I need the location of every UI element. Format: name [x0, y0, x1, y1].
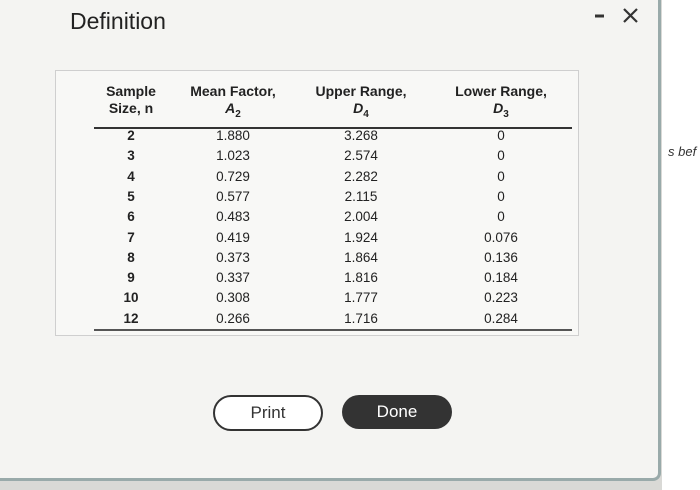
table-cell: 0: [497, 188, 505, 204]
sample-size: 4: [127, 168, 135, 184]
subscript: 4: [363, 108, 369, 120]
table-cell: 1.816: [344, 270, 378, 286]
close[interactable]: [623, 8, 638, 23]
table-cell: 0.266: [216, 310, 250, 326]
table-cell: 0: [497, 128, 505, 143]
table-cell: 0: [497, 168, 505, 184]
table-cell: 2.574: [344, 148, 378, 164]
table-cell: 1.864: [344, 249, 378, 265]
print-button[interactable]: Print: [213, 395, 323, 431]
column-header: Sample Size, n: [86, 83, 176, 117]
table-cell: 0.284: [484, 310, 518, 326]
symbol: D: [353, 100, 364, 116]
sample-size: 12: [123, 310, 139, 326]
table-cell: 1.777: [344, 290, 378, 306]
header-symbol: A2: [173, 100, 293, 123]
window-controls: [595, 8, 638, 23]
table: Sample Size, n Mean Factor, A2 Upper Range…: [55, 70, 579, 336]
title: Definition: [70, 8, 166, 34]
header-line: Sample: [106, 83, 156, 99]
table-cell: 0.577: [216, 188, 250, 204]
table-cell: 0.136: [484, 249, 518, 265]
header-line: Size, n: [108, 100, 154, 116]
table-cell: 0.337: [216, 270, 250, 286]
header-symbol: D4: [301, 100, 421, 123]
sample-size: 9: [127, 270, 135, 286]
sample-size: 5: [127, 188, 135, 204]
sample-size: 2: [127, 128, 135, 143]
column-header: Lower Range, D3: [441, 83, 561, 123]
header-rule: [94, 127, 572, 129]
sample-size: 6: [127, 209, 135, 225]
table-cell: 0.184: [484, 270, 518, 286]
sample-size: 8: [127, 249, 135, 265]
dialog: Definition Sample Size, n Mean Factor, A2…: [0, 0, 661, 481]
sample-size: 3: [127, 148, 135, 164]
symbol: D: [493, 100, 504, 116]
table-cell: 1.023: [216, 148, 250, 164]
table-cell: 1.880: [216, 128, 250, 143]
table-cell: 0.308: [216, 290, 250, 306]
background-text: s bef: [668, 144, 697, 159]
subscript: 2: [235, 108, 241, 120]
sample-size: 10: [123, 290, 139, 306]
sample-size: 7: [127, 229, 135, 245]
table-cell: 0: [497, 148, 505, 164]
table-cell: 2.004: [344, 209, 378, 225]
header-line: Mean Factor,: [190, 83, 276, 99]
header-symbol: D3: [441, 100, 561, 123]
column-header: Mean Factor, A2: [173, 83, 293, 123]
bottom-rule: [94, 329, 572, 331]
table-cell: 0.373: [216, 249, 250, 265]
table-cell: 0.483: [216, 209, 250, 225]
header-line: Lower Range,: [455, 83, 547, 99]
table-cell: 0.419: [216, 229, 250, 245]
table-cell: 2.282: [344, 168, 378, 184]
subscript: 3: [503, 108, 509, 120]
table-cell: 0.076: [484, 229, 518, 245]
table-cell: 1.924: [344, 229, 378, 245]
table-cell: 2.115: [344, 188, 378, 204]
column-header: Upper Range, D4: [301, 83, 421, 123]
table-cell: 0.223: [484, 290, 518, 306]
table-cell: 0.729: [216, 168, 250, 184]
done-button[interactable]: Done: [342, 395, 452, 429]
symbol: A: [225, 100, 236, 116]
table-cell: 1.716: [344, 310, 378, 326]
table-cell: 3.268: [344, 128, 378, 143]
background-window: [662, 0, 700, 490]
header-line: Upper Range,: [315, 83, 407, 99]
table-cell: 0: [497, 209, 505, 225]
